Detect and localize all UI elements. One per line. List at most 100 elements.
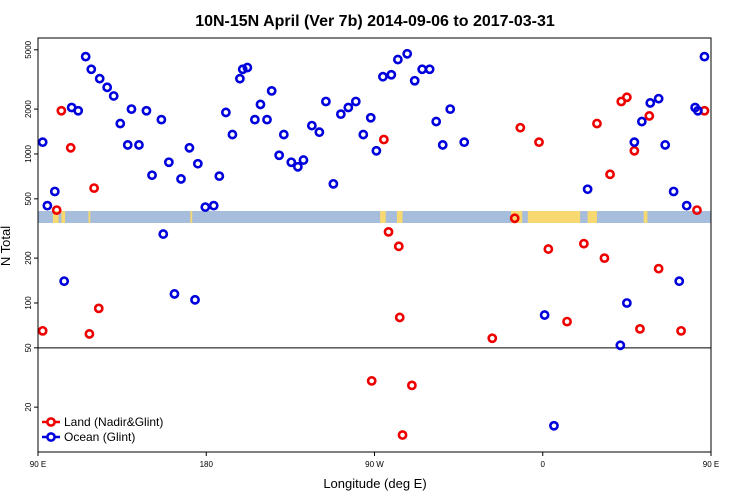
ocean-point [176, 174, 186, 184]
ocean-point [417, 64, 428, 75]
ocean-point [163, 157, 174, 168]
ocean-point [49, 186, 60, 197]
ocean-point [378, 71, 388, 82]
ocean-point [255, 99, 266, 110]
ocean-point [660, 140, 671, 150]
land-point [515, 122, 526, 133]
y-axis-label: N Total [0, 226, 13, 266]
land-point [599, 253, 610, 264]
legend: Land (Nadir&Glint)Ocean (Glint) [42, 415, 163, 444]
ocean-point [365, 112, 376, 123]
land-point [676, 325, 686, 336]
land-mass [380, 211, 386, 223]
ocean-point [298, 155, 309, 165]
ocean-point [424, 64, 435, 75]
ocean-point [122, 140, 133, 150]
ocean-point [539, 310, 550, 320]
ocean-point [621, 298, 632, 308]
land-mass [88, 211, 91, 223]
ocean-point [80, 51, 91, 62]
ocean-point [286, 157, 297, 168]
ocean-point [169, 289, 180, 299]
ocean-point [59, 276, 70, 287]
land-point [534, 137, 544, 148]
ocean-point [699, 51, 710, 62]
land-mass [643, 211, 648, 223]
x-tick-label: 0 [541, 460, 546, 469]
ocean-point [674, 276, 685, 287]
ocean-point [386, 69, 397, 80]
land-point [393, 241, 404, 252]
ocean-point [645, 98, 656, 108]
land-mass [396, 211, 403, 223]
land-point [56, 105, 67, 116]
ocean-point [249, 114, 260, 125]
ocean-point [274, 150, 285, 161]
x-tick-label: 90 E [30, 460, 46, 469]
land-point [578, 238, 589, 249]
ocean-point [431, 116, 442, 127]
y-tick-label: 5000 [24, 40, 33, 58]
ocean-point [108, 91, 119, 101]
ocean-point [314, 127, 325, 138]
land-point [592, 118, 602, 129]
ocean-point [582, 184, 593, 195]
land-point [629, 145, 640, 156]
land-mass [190, 211, 193, 223]
land-mass [61, 211, 66, 223]
ocean-point [156, 114, 167, 125]
land-point [509, 213, 520, 224]
y-tick-label: 100 [24, 296, 33, 310]
plot-frame [37, 37, 712, 453]
map-strip [38, 211, 711, 223]
ocean-point [278, 129, 289, 140]
ocean-point [371, 145, 382, 156]
ocean-point [615, 340, 626, 351]
ocean-point [549, 420, 559, 431]
land-point [394, 312, 405, 323]
land-point [562, 316, 572, 327]
ocean-point [234, 73, 245, 84]
ocean-point [320, 96, 331, 107]
ocean-point [242, 62, 253, 73]
ocean-point [126, 104, 137, 115]
ocean-point [42, 200, 53, 211]
ocean-point [102, 82, 113, 93]
land-point [543, 244, 554, 254]
y-tick-label: 20 [24, 402, 33, 411]
land-point [84, 329, 95, 339]
land-point [89, 183, 99, 194]
land-mass [587, 211, 597, 223]
legend-swatch-marker [46, 417, 56, 427]
ocean-point [220, 107, 231, 118]
ocean-point [409, 75, 420, 86]
ocean-point [94, 73, 105, 84]
ocean-point [266, 85, 277, 96]
land-point [93, 303, 104, 314]
ocean-point [343, 102, 354, 113]
ocean-point [328, 178, 339, 189]
land-point [51, 205, 62, 216]
y-tick-label: 50 [24, 343, 33, 352]
ocean-point [86, 64, 97, 75]
land-point [37, 325, 48, 336]
legend-swatch-marker [46, 432, 56, 442]
ocean-point [335, 109, 346, 120]
ocean-point [392, 54, 403, 65]
y-tick-label: 500 [24, 192, 33, 206]
y-tick-label: 1000 [24, 145, 33, 163]
ocean-point [237, 64, 248, 75]
ocean-point [262, 114, 272, 125]
legend-label: Ocean (Glint) [64, 430, 135, 444]
ocean-point [636, 116, 647, 127]
ocean-point [693, 105, 703, 116]
ocean-point [668, 186, 679, 197]
ocean-point [214, 171, 225, 182]
legend-label: Land (Nadir&Glint) [64, 415, 163, 429]
ocean-point [73, 105, 84, 116]
land-point [378, 134, 389, 145]
ocean-point [184, 142, 195, 153]
ocean-point [190, 294, 200, 305]
ocean-point [227, 129, 238, 140]
